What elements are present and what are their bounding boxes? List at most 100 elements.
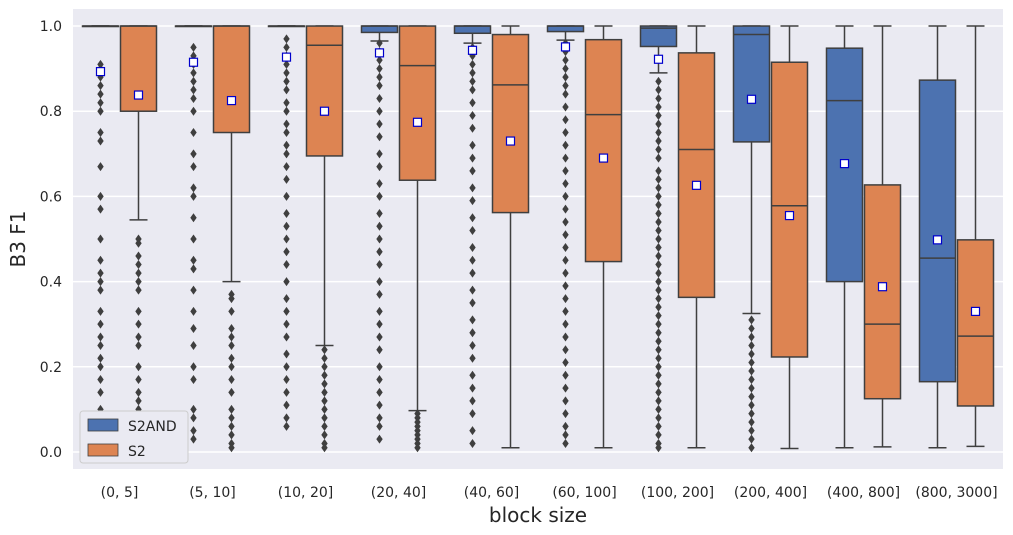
outlier-point-s2and xyxy=(562,332,569,342)
outlier-point-s2and xyxy=(190,85,197,95)
outlier-point-s2 xyxy=(228,323,235,333)
outlier-point-s2and xyxy=(376,81,383,91)
outlier-point-s2 xyxy=(135,404,142,414)
legend-swatch-s2and xyxy=(87,418,119,432)
mean-marker-s2and xyxy=(746,94,757,104)
x-tick-label: (10, 20] xyxy=(278,485,333,501)
outlier-point-s2 xyxy=(321,353,328,363)
outlier-point-s2and xyxy=(190,51,197,61)
outlier-point-s2 xyxy=(135,260,142,270)
outlier-point-s2and xyxy=(190,306,197,316)
outlier-point-s2and xyxy=(655,336,662,346)
outlier-point-s2and xyxy=(190,183,197,193)
box-s2 xyxy=(863,184,902,400)
legend-label-s2and: S2AND xyxy=(128,419,177,435)
outlier-point-s2and xyxy=(376,247,383,257)
outlier-point-s2and xyxy=(469,340,476,350)
outlier-point-s2and xyxy=(283,260,290,270)
outlier-point-s2and xyxy=(97,204,104,214)
outlier-point-s2and xyxy=(376,332,383,342)
outlier-point-s2and xyxy=(376,413,383,423)
outlier-point-s2and xyxy=(562,243,569,253)
outlier-point-s2and xyxy=(97,191,104,201)
outlier-point-s2and xyxy=(376,400,383,410)
outlier-point-s2and xyxy=(376,306,383,316)
outlier-point-s2and xyxy=(469,85,476,95)
mean-marker-s2 xyxy=(226,95,237,106)
outlier-point-s2and xyxy=(283,306,290,316)
outlier-point-s2and xyxy=(283,76,290,86)
mean-marker-s2and xyxy=(839,159,850,169)
outlier-point-s2and xyxy=(97,268,104,278)
outlier-point-s2and xyxy=(655,128,662,138)
outlier-point-s2and xyxy=(655,268,662,278)
outlier-point-s2and xyxy=(562,345,569,355)
outlier-point-s2and xyxy=(562,396,569,406)
outlier-point-s2and xyxy=(283,174,290,184)
x-tick-label: (5, 10] xyxy=(189,485,236,501)
outlier-point-s2and xyxy=(469,243,476,253)
outlier-point-s2and xyxy=(748,315,755,325)
outlier-point-s2and xyxy=(562,281,569,291)
outlier-point-s2and xyxy=(283,234,290,244)
outlier-point-s2 xyxy=(414,443,421,453)
outlier-point-s2 xyxy=(321,387,328,397)
outlier-point-s2and xyxy=(376,119,383,129)
outlier-point-s2and xyxy=(283,332,290,342)
outlier-point-s2and xyxy=(469,285,476,295)
outlier-point-s2and xyxy=(190,426,197,436)
box-s2and xyxy=(453,25,492,35)
box-s2 xyxy=(212,25,251,134)
mean-marker-s2 xyxy=(691,180,702,190)
outlier-point-s2and xyxy=(283,375,290,385)
outlier-point-s2and xyxy=(655,191,662,201)
box-s2and xyxy=(360,25,399,34)
outlier-point-s2 xyxy=(135,362,142,372)
outlier-point-s2and xyxy=(190,149,197,159)
outlier-point-s2and xyxy=(469,98,476,108)
outlier-point-s2and xyxy=(748,400,755,410)
outlier-point-s2 xyxy=(135,306,142,316)
outlier-point-s2 xyxy=(135,277,142,287)
outlier-point-s2and xyxy=(748,375,755,385)
y-axis: 0.0 0.2 0.4 0.6 0.8 1.0 xyxy=(40,19,62,461)
outlier-point-s2and xyxy=(376,421,383,431)
outlier-point-s2and xyxy=(562,55,569,65)
outlier-point-s2 xyxy=(228,340,235,350)
outlier-point-s2 xyxy=(228,430,235,440)
outlier-point-s2and xyxy=(469,183,476,193)
outlier-point-s2and xyxy=(283,247,290,257)
outlier-point-s2and xyxy=(283,319,290,329)
outlier-point-s2and xyxy=(283,149,290,159)
outlier-point-s2and xyxy=(190,76,197,86)
outlier-point-s2and xyxy=(283,140,290,150)
outlier-point-s2and xyxy=(655,319,662,329)
outlier-point-s2and xyxy=(283,191,290,201)
outlier-point-s2and xyxy=(655,260,662,270)
outlier-point-s2and xyxy=(655,119,662,129)
outlier-point-s2and xyxy=(376,191,383,201)
outlier-point-s2and xyxy=(655,370,662,380)
outlier-point-s2and xyxy=(190,340,197,350)
outlier-point-s2and xyxy=(190,285,197,295)
outlier-point-s2 xyxy=(135,387,142,397)
outlier-point-s2and xyxy=(655,421,662,431)
box-s2 xyxy=(770,61,809,358)
outlier-point-s2and xyxy=(190,213,197,223)
outlier-point-s2 xyxy=(135,319,142,329)
mean-marker-s2 xyxy=(133,90,144,100)
outlier-point-s2and xyxy=(190,106,197,116)
outlier-point-s2and xyxy=(562,140,569,150)
outlier-point-s2and xyxy=(283,208,290,218)
outlier-point-s2and xyxy=(469,123,476,133)
outlier-point-s2and xyxy=(283,98,290,108)
outlier-point-s2and xyxy=(283,294,290,304)
outlier-point-s2and xyxy=(283,349,290,359)
outlier-point-s2and xyxy=(655,285,662,295)
outlier-point-s2and xyxy=(376,64,383,74)
outlier-point-s2and xyxy=(562,306,569,316)
outlier-point-s2and xyxy=(469,68,476,78)
outlier-point-s2 xyxy=(228,413,235,423)
mean-marker-s2and xyxy=(281,52,292,62)
box-series xyxy=(81,25,995,453)
